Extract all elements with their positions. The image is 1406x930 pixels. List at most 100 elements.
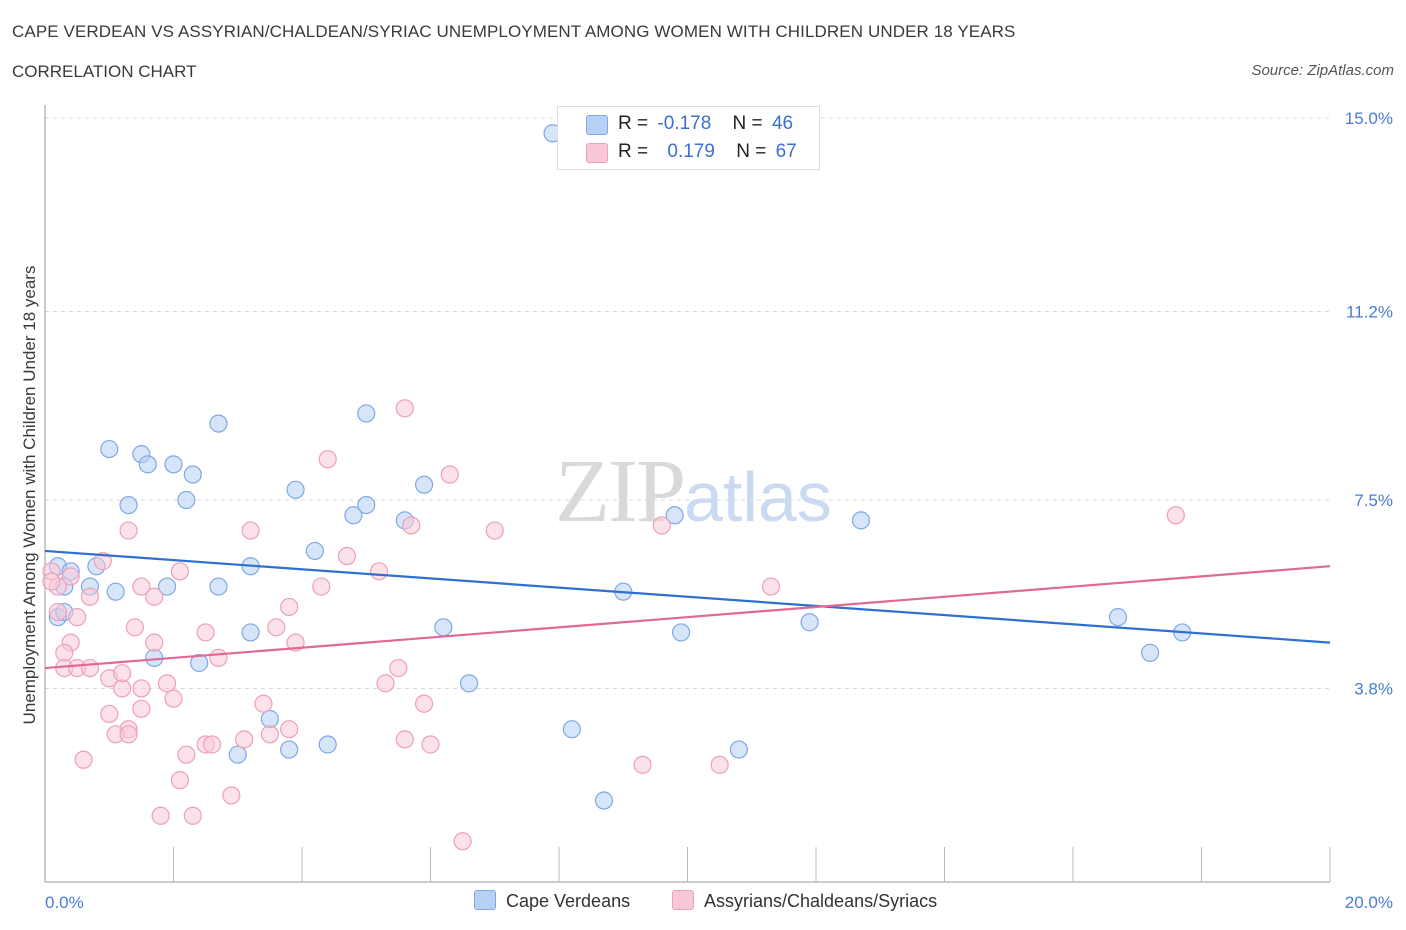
point-assyrian xyxy=(61,567,80,586)
point-assyrian xyxy=(100,704,119,724)
point-assyrian xyxy=(222,786,241,805)
y-tick-label: 3.8% xyxy=(1354,679,1393,698)
point-cape-verdean xyxy=(800,613,819,632)
point-assyrian xyxy=(254,694,273,713)
legend-swatch-cape-verdean xyxy=(586,115,608,135)
point-assyrian xyxy=(132,679,151,698)
watermark: ZIPatlas xyxy=(555,440,832,543)
point-assyrian xyxy=(633,755,652,774)
point-assyrian xyxy=(389,658,408,678)
legend-text: R = 0.179 N = 67 xyxy=(618,141,797,163)
watermark-atlas: atlas xyxy=(684,458,832,536)
point-cape-verdean xyxy=(209,577,228,596)
point-assyrian xyxy=(42,572,61,591)
y-tick-label: 11.2% xyxy=(1346,303,1393,322)
point-assyrian xyxy=(761,577,781,596)
grid-lines xyxy=(45,117,1330,689)
point-cape-verdean xyxy=(665,506,684,525)
point-cape-verdean xyxy=(157,577,177,596)
point-cape-verdean xyxy=(190,653,209,673)
legend-n-value: 46 xyxy=(771,113,794,134)
correlation-legend: R = -0.178 N = 46 R = 0.179 N = 67 xyxy=(557,106,820,170)
point-assyrian xyxy=(48,602,67,622)
point-assyrian xyxy=(485,521,504,540)
point-cape-verdean xyxy=(357,404,376,423)
point-cape-verdean xyxy=(177,490,196,510)
point-assyrian xyxy=(280,597,299,617)
point-assyrian xyxy=(652,516,671,535)
point-assyrian xyxy=(157,674,177,693)
point-assyrian xyxy=(170,562,190,581)
legend-n-label: N = xyxy=(732,113,763,134)
point-assyrian xyxy=(68,608,87,627)
point-assyrian xyxy=(151,806,170,825)
point-cape-verdean xyxy=(318,735,337,754)
point-assyrian xyxy=(440,465,459,484)
chart-subtitle: CORRELATION CHART xyxy=(12,62,197,81)
point-assyrian xyxy=(260,725,279,744)
point-cape-verdean xyxy=(594,791,614,810)
point-assyrian xyxy=(280,720,299,739)
point-cape-verdean xyxy=(671,623,691,642)
x-tick-label-max: 20.0% xyxy=(1345,893,1393,912)
point-cape-verdean xyxy=(100,439,119,459)
bottom-legend-swatch-assyrians xyxy=(672,890,694,910)
point-cape-verdean xyxy=(280,740,299,759)
point-assyrian xyxy=(145,633,164,652)
data-points xyxy=(42,124,1192,851)
point-assyrian xyxy=(453,832,472,851)
bottom-legend-assyrians: Assyrians/Chaldeans/Syriacs xyxy=(672,890,937,912)
legend-n-value: 67 xyxy=(775,141,797,162)
point-cape-verdean xyxy=(106,582,125,601)
point-cape-verdean xyxy=(344,506,363,525)
axes xyxy=(44,105,1331,883)
point-assyrian xyxy=(183,806,202,825)
point-cape-verdean xyxy=(562,720,581,739)
point-assyrian xyxy=(370,562,389,581)
legend-swatch-assyrian xyxy=(586,143,608,163)
point-assyrian xyxy=(196,623,215,642)
point-assyrian xyxy=(318,450,337,469)
tick-labels: 3.8% 7.5% 11.2% 15.0% 0.0% 20.0% xyxy=(45,109,1393,912)
point-assyrian xyxy=(132,577,151,596)
chart-title: CAPE VERDEAN VS ASSYRIAN/CHALDEAN/SYRIAC… xyxy=(12,22,1016,41)
legend-r-label: R = xyxy=(618,113,649,134)
bottom-legend-label: Assyrians/Chaldeans/Syriacs xyxy=(704,891,938,911)
point-assyrian xyxy=(119,725,138,744)
legend-text: R = -0.178 N = 46 xyxy=(618,113,793,135)
point-assyrian xyxy=(125,618,145,637)
x-tick-label-min: 0.0% xyxy=(45,893,84,912)
point-assyrian xyxy=(112,679,132,698)
point-assyrian xyxy=(710,755,729,774)
source-label: Source: ZipAtlas.com xyxy=(1251,62,1394,79)
point-assyrian xyxy=(421,735,440,754)
point-cape-verdean xyxy=(1108,608,1128,627)
point-assyrian xyxy=(241,521,260,540)
point-cape-verdean xyxy=(851,511,871,530)
trend-line-cape-verdean xyxy=(44,549,1331,644)
point-assyrian xyxy=(376,674,395,693)
point-cape-verdean xyxy=(241,623,260,642)
trend-lines xyxy=(44,549,1331,670)
point-cape-verdean xyxy=(729,740,749,759)
point-cape-verdean xyxy=(260,709,279,729)
point-cape-verdean xyxy=(286,480,305,499)
point-assyrian xyxy=(312,577,331,596)
y-tick-label: 15.0% xyxy=(1345,109,1393,128)
point-assyrian xyxy=(80,658,100,678)
point-cape-verdean xyxy=(164,455,183,474)
point-cape-verdean xyxy=(459,674,479,693)
bottom-legend-swatch-cape-verdeans xyxy=(474,890,496,910)
point-cape-verdean xyxy=(357,495,376,515)
point-cape-verdean xyxy=(119,495,138,515)
legend-r-label: R = xyxy=(618,141,649,162)
point-cape-verdean xyxy=(414,475,434,494)
point-cape-verdean xyxy=(434,618,453,637)
point-assyrian xyxy=(55,643,74,662)
point-cape-verdean xyxy=(209,414,228,433)
point-assyrian xyxy=(395,399,414,418)
point-cape-verdean xyxy=(228,745,247,764)
legend-r-value: 0.179 xyxy=(667,141,715,162)
point-assyrian xyxy=(145,587,164,606)
point-assyrian xyxy=(164,689,183,708)
